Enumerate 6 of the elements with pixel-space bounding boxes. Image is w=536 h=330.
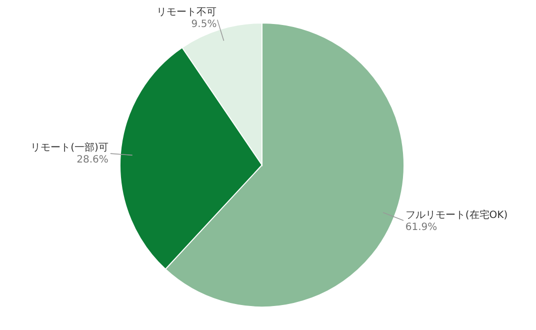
data-label: 9.5% [191, 18, 217, 30]
slice-label: リモート不可 [156, 6, 217, 18]
slice-label: フルリモート(在宅OK) [405, 209, 508, 222]
data-label: 61.9% [405, 222, 438, 234]
slice-label: リモート(一部)可 [30, 141, 108, 154]
data-label: 28.6% [76, 154, 108, 166]
